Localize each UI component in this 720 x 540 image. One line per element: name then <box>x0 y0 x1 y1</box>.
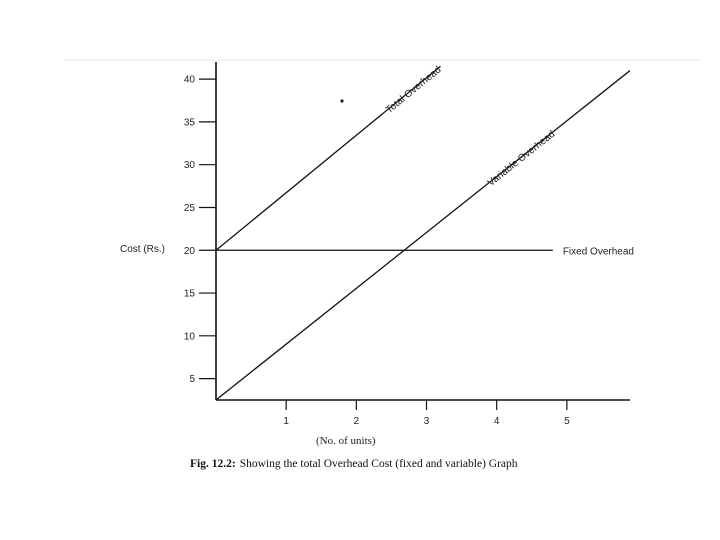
y-axis-title: Cost (Rs.) <box>120 244 165 255</box>
x-tick-label: 1 <box>283 416 289 427</box>
x-ticks: 1 2 3 4 5 <box>283 400 570 427</box>
y-tick-label: 25 <box>184 203 196 214</box>
caption-prefix: Fig. 12.2: <box>190 458 236 470</box>
x-tick-label: 3 <box>424 416 430 427</box>
x-tick-label: 4 <box>494 416 500 427</box>
y-tick-label: 10 <box>184 331 196 342</box>
caption-text: Showing the total Overhead Cost (fixed a… <box>240 458 518 470</box>
y-tick-label: 15 <box>184 289 196 300</box>
stray-mark <box>340 99 344 103</box>
series-line-variable-overhead <box>215 70 631 401</box>
x-tick-label: 2 <box>354 416 360 427</box>
x-tick-label: 5 <box>564 416 570 427</box>
y-tick-label: 30 <box>184 160 196 171</box>
y-tick-label: 40 <box>184 75 196 86</box>
y-tick-label: 5 <box>189 374 195 385</box>
series-line-total-overhead <box>215 65 441 251</box>
x-axis-title: (No. of units) <box>316 435 376 447</box>
y-tick-label: 20 <box>184 246 196 257</box>
y-ticks: 5 10 15 20 25 30 35 40 <box>184 75 216 385</box>
series-label-fixed-overhead: Fixed Overhead <box>563 246 634 257</box>
series-lines <box>215 65 631 401</box>
series-label-variable-overhead: Variable Overhead <box>486 129 558 189</box>
figure-caption: Fig. 12.2: Showing the total Overhead Cos… <box>190 458 518 470</box>
y-tick-label: 35 <box>184 117 196 128</box>
series-label-total-overhead: Total Overhead <box>384 64 443 115</box>
